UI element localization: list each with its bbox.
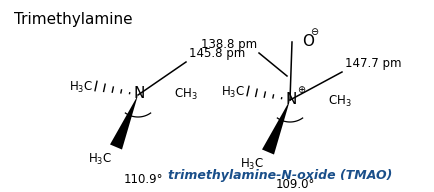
Text: Trimethylamine: Trimethylamine — [14, 12, 133, 27]
Text: H$_3$C: H$_3$C — [221, 84, 245, 99]
Text: CH$_3$: CH$_3$ — [328, 94, 352, 109]
Text: CH$_3$: CH$_3$ — [174, 87, 198, 102]
Text: H$_3$C: H$_3$C — [88, 152, 112, 167]
Text: N: N — [133, 87, 145, 102]
Text: 109.0°: 109.0° — [275, 178, 315, 191]
Text: O: O — [302, 33, 314, 49]
Text: H$_3$C: H$_3$C — [240, 157, 264, 172]
Text: 145.8 pm: 145.8 pm — [189, 47, 245, 60]
Text: 138.8 pm: 138.8 pm — [201, 38, 257, 51]
Text: 147.7 pm: 147.7 pm — [345, 57, 401, 70]
Text: N: N — [285, 92, 297, 107]
Text: ⊖: ⊖ — [310, 27, 318, 37]
Text: trimethylamine-N-oxide (TMAO): trimethylamine-N-oxide (TMAO) — [168, 169, 392, 182]
Text: ⊕: ⊕ — [297, 85, 305, 95]
Text: H$_3$C: H$_3$C — [69, 79, 93, 94]
Polygon shape — [110, 95, 138, 150]
Polygon shape — [262, 100, 290, 155]
Text: 110.9°: 110.9° — [123, 173, 163, 186]
